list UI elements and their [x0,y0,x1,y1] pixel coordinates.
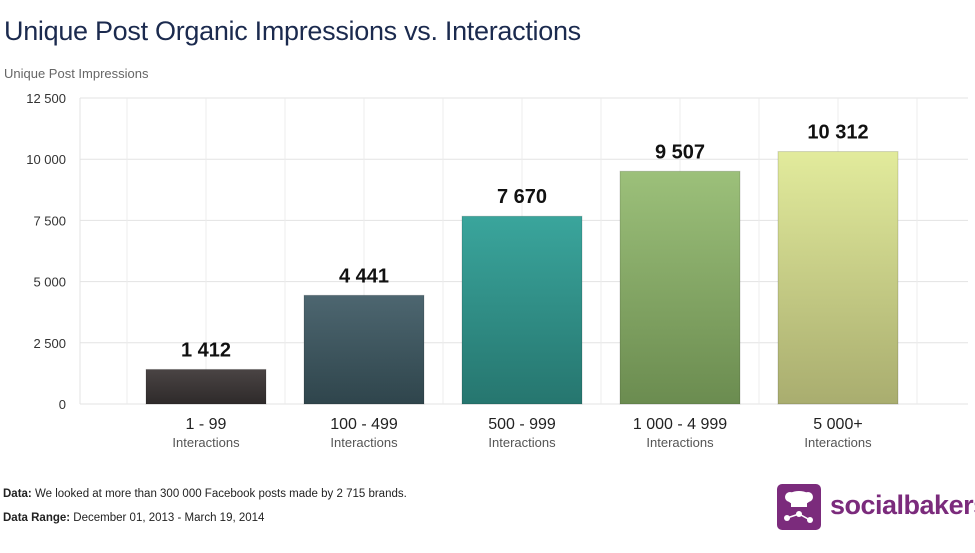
value-labels: 1 412 4 441 7 670 9 507 10 312 [181,122,869,362]
y-tick-label: 10 000 [26,152,66,167]
bars [145,151,899,405]
data-note: Data: We looked at more than 300 000 Fac… [3,488,407,500]
data-range: Data Range: December 01, 2013 - March 19… [3,512,264,524]
value-label: 10 312 [807,122,868,144]
value-label: 4 441 [339,265,389,287]
data-note-label: Data: [3,488,32,500]
x-tick-sublabel: Interactions [330,435,398,450]
data-note-text: We looked at more than 300 000 Facebook … [31,488,407,500]
x-tick-label: 1 - 99 [186,416,227,433]
bar [777,151,899,405]
data-range-label: Data Range: [3,512,71,524]
data-range-text: December 01, 2013 - March 19, 2014 [70,512,265,524]
bar [145,368,267,405]
x-tick-labels: 1 - 99 Interactions 100 - 499 Interactions 5… [172,416,872,450]
chef-hat-icon [777,484,821,530]
x-tick-sublabel: Interactions [488,435,556,450]
value-label: 1 412 [181,339,231,361]
x-tick-label: 5 000+ [813,416,862,433]
x-tick-sublabel: Interactions [804,435,872,450]
value-label: 9 507 [655,141,705,163]
bar [461,215,583,405]
x-tick-sublabel: Interactions [172,435,240,450]
y-tick-label: 0 [59,397,66,412]
x-tick-label: 100 - 499 [330,416,398,433]
y-tick-label: 5 000 [33,275,66,290]
bar-chart: 0 2 500 5 000 7 500 10 000 12 500 1 412 4 441 7… [26,91,968,450]
value-label: 7 670 [497,186,547,208]
bar [303,294,425,405]
x-tick-label: 1 000 - 4 999 [633,416,727,433]
y-tick-label: 2 500 [33,336,66,351]
bar [619,170,741,405]
y-tick-label: 7 500 [33,213,66,228]
socialbakers-logo: socialbakers [775,480,975,534]
chart-title: Unique Post Organic Impressions vs. Inte… [4,16,581,46]
logo-wordmark: socialbakers [830,490,975,520]
y-tick-label: 12 500 [26,91,66,106]
y-tick-labels: 0 2 500 5 000 7 500 10 000 12 500 [26,91,66,412]
y-axis-label: Unique Post Impressions [4,66,149,81]
x-tick-sublabel: Interactions [646,435,714,450]
x-tick-label: 500 - 999 [488,416,556,433]
